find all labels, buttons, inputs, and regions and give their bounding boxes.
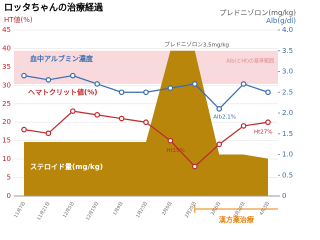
x-tick-label: 11月21日 — [36, 201, 51, 222]
point — [70, 72, 76, 79]
y-tick-label: 0 — [7, 192, 11, 200]
x-tick-label: 2月6日 — [161, 201, 174, 217]
y-tick-label: 40 — [2, 44, 11, 52]
point — [216, 106, 223, 112]
y-tick-label: 45 — [2, 26, 11, 34]
point — [192, 81, 198, 87]
point — [94, 112, 101, 118]
point — [240, 81, 247, 87]
point — [45, 130, 52, 137]
y2-tick-label: 2.0 — [282, 109, 293, 117]
y2-tick-label: 3.0 — [282, 68, 293, 76]
point — [118, 89, 125, 96]
point — [265, 119, 271, 126]
y-tick-label: 30 — [2, 81, 11, 89]
series-label: ステロイド量(mg/kg) — [30, 162, 103, 171]
point — [143, 89, 149, 96]
y2-tick-label: 0.5 — [282, 171, 293, 179]
y2-tick-label: 3.5 — [282, 47, 293, 55]
x-tick-label: 1月9日 — [112, 201, 125, 217]
annotation: Ht15% — [166, 148, 185, 154]
y2-tick-label: 4.0 — [282, 26, 293, 34]
y2-tick-label: 2.5 — [282, 88, 293, 96]
point — [167, 137, 174, 144]
point — [143, 119, 149, 126]
area — [24, 50, 268, 196]
y2-tick-label: 1.5 — [282, 130, 293, 138]
annotation: プレドニゾロン3.5mg/kg — [164, 41, 229, 48]
annotation: Alb2.1% — [213, 114, 236, 120]
point — [94, 81, 101, 87]
series-label: 血中アルブミン濃度 — [30, 54, 94, 63]
y2-tick-label: 0 — [282, 192, 286, 200]
point — [45, 77, 52, 83]
series-label: ヘマトクリット値(%) — [28, 88, 97, 97]
x-tick-label: 1月23日 — [135, 201, 149, 219]
treatment-label: 漢方薬治療 — [219, 215, 255, 224]
chart-title: ロッタちゃんの治療経過 — [4, 2, 104, 14]
x-tick-label: 2月20日 — [184, 201, 198, 219]
y-tick-label: 15 — [2, 137, 11, 145]
y-tick-label: 10 — [2, 155, 11, 163]
point — [21, 72, 27, 79]
chart: ロッタちゃんの治療経過 HT値(%) プレドニゾロン(mg/kg) Alb(g/… — [2, 2, 296, 225]
point — [21, 126, 27, 133]
y-tick-label: 5 — [7, 174, 11, 182]
y2-axis-label: Alb(g/dl) — [266, 17, 296, 25]
x-tick-label: 12月19日 — [85, 201, 100, 222]
y-tick-label: 35 — [2, 63, 11, 71]
y2-axis-label: プレドニゾロン(mg/kg) — [219, 9, 296, 17]
point — [192, 163, 198, 170]
point — [240, 123, 247, 129]
point — [70, 108, 76, 114]
y-tick-label: 25 — [2, 100, 11, 108]
y-axis-label: HT値(%) — [4, 15, 33, 24]
annotation: Ht27% — [254, 130, 273, 136]
y2-tick-label: 1.0 — [282, 151, 293, 159]
point — [118, 115, 125, 122]
x-tick-label: 12月5日 — [62, 201, 76, 219]
point — [216, 141, 223, 148]
band-label: Alb(とHt)の基準範囲 — [226, 57, 274, 64]
point — [265, 89, 271, 96]
x-tick-label: 11月7日 — [13, 201, 27, 219]
y-tick-label: 20 — [2, 118, 11, 126]
point — [167, 85, 174, 91]
